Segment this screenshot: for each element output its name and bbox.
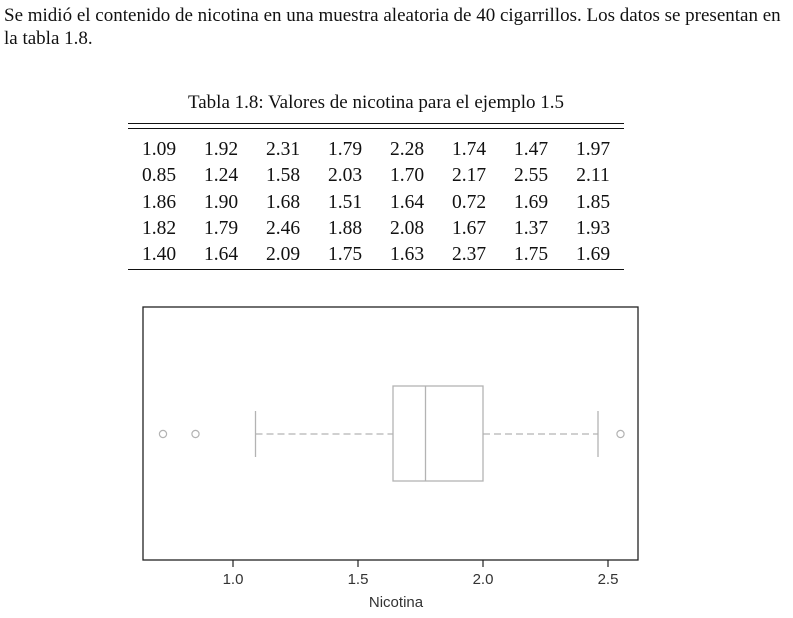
table-cell: 1.67: [451, 218, 487, 240]
table-cell: 2.17: [451, 165, 487, 187]
outlier-point: [616, 429, 625, 439]
x-tick-label: 2.0: [473, 571, 494, 588]
x-tick-label: 1.0: [223, 571, 244, 588]
table-cell: 1.75: [513, 244, 549, 266]
outlier-point: [191, 429, 200, 439]
table-cell: 2.08: [389, 218, 425, 240]
table-cell: 0.85: [141, 165, 177, 187]
table-cell: 1.90: [203, 191, 239, 213]
table-cell: 2.46: [265, 218, 301, 240]
table-cell: 1.85: [575, 191, 611, 213]
table-row: 1.82 1.79 2.46 1.88 2.08 1.67 1.37 1.93: [128, 216, 624, 242]
x-axis-label: Nicotina: [369, 594, 424, 611]
table-cell: 1.58: [265, 165, 301, 187]
table-cell: 1.79: [203, 218, 239, 240]
table-cell: 1.92: [203, 139, 239, 161]
table-top-rule-2: [128, 128, 624, 130]
table-cell: 1.40: [141, 244, 177, 266]
table-row: 1.86 1.90 1.68 1.51 1.64 0.72 1.69 1.85: [128, 190, 624, 216]
table-top-rule: [128, 123, 624, 125]
table-cell: 1.24: [203, 165, 239, 187]
outlier-point: [158, 429, 168, 439]
table-cell: 1.37: [513, 218, 549, 240]
table-cell: 1.82: [141, 218, 177, 240]
table-cell: 1.70: [389, 165, 425, 187]
table-cell: 2.55: [513, 165, 549, 187]
table-row: 0.85 1.24 1.58 2.03 1.70 2.17 2.55 2.11: [128, 163, 624, 189]
table-cell: 1.93: [575, 218, 611, 240]
table-cell: 2.31: [265, 139, 301, 161]
table-cell: 1.74: [451, 139, 487, 161]
table-row: 1.09 1.92 2.31 1.79 2.28 1.74 1.47 1.97: [128, 137, 624, 163]
x-tick-label: 1.5: [348, 571, 369, 588]
table-cell: 1.97: [575, 139, 611, 161]
x-tick-label: 2.5: [598, 571, 619, 588]
table-cell: 2.28: [389, 139, 425, 161]
table-cell: 1.63: [389, 244, 425, 266]
table-cell: 1.51: [327, 191, 363, 213]
table-cell: 1.09: [141, 139, 177, 161]
table-cell: 1.47: [513, 139, 549, 161]
table-row: 1.40 1.64 2.09 1.75 1.63 2.37 1.75 1.69: [128, 242, 624, 268]
table-cell: 1.64: [203, 244, 239, 266]
table-caption: Tabla 1.8: Valores de nicotina para el e…: [187, 92, 565, 113]
iqr-box: [392, 385, 484, 482]
table-cell: 2.09: [265, 244, 301, 266]
table-bottom-rule: [128, 269, 624, 271]
table-cell: 1.64: [389, 191, 425, 213]
table-cell: 0.72: [451, 191, 487, 213]
plot-frame: [142, 306, 639, 561]
table-cell: 2.37: [451, 244, 487, 266]
nicotine-table: 1.09 1.92 2.31 1.79 2.28 1.74 1.47 1.97 0.85 1.24…: [128, 137, 624, 268]
table-cell: 2.11: [576, 165, 610, 187]
table-cell: 1.69: [575, 244, 611, 266]
table-cell: 1.69: [513, 191, 549, 213]
table-cell: 1.79: [327, 139, 363, 161]
table-cell: 2.03: [327, 165, 363, 187]
intro-paragraph: Se midió el contenido de nicotina en una…: [4, 5, 781, 49]
table-cell: 1.86: [141, 191, 177, 213]
table-cell: 1.68: [265, 191, 301, 213]
table-cell: 1.88: [327, 218, 363, 240]
table-cell: 1.75: [327, 244, 363, 266]
